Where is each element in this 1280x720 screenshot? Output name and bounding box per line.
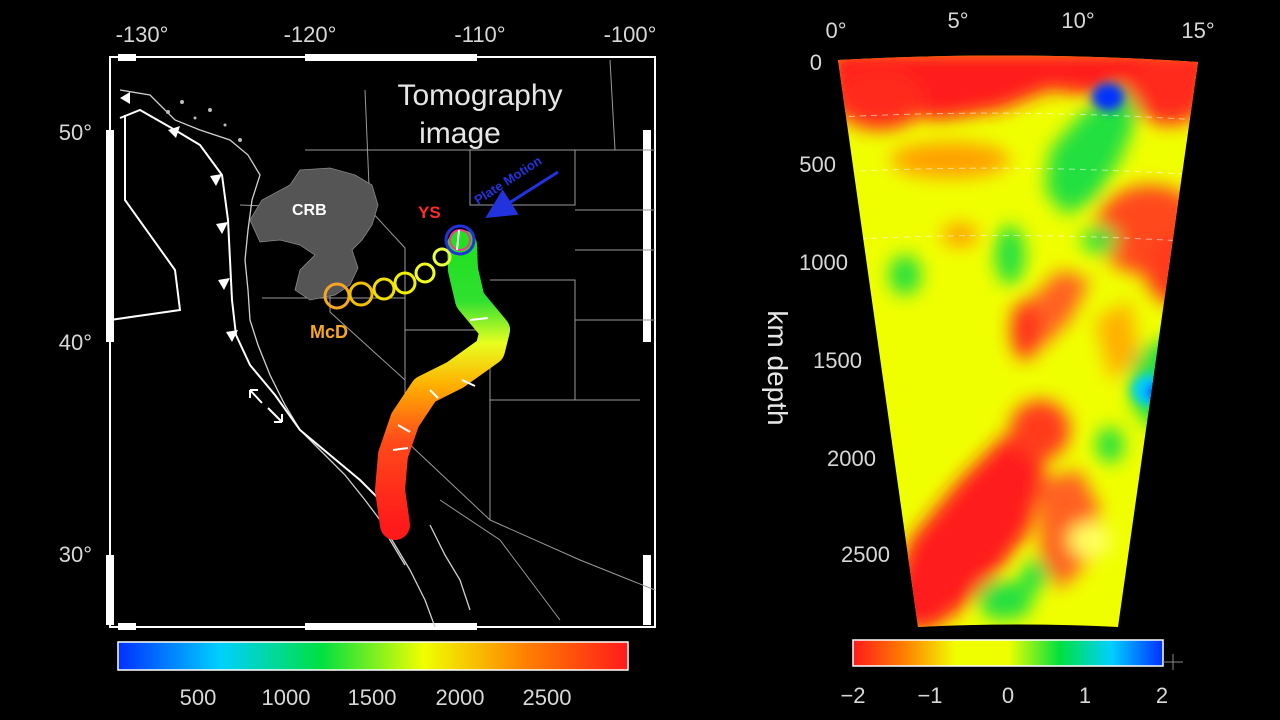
islands [166,100,242,142]
lon-tick-labels: -130° -120° -110° -100° [116,22,657,47]
section-colorbar-tick: −1 [917,683,942,708]
section-colorbar [852,639,1164,667]
lat-tick: 40° [59,330,92,355]
section-colorbar-tick: 0 [1002,683,1014,708]
lon-tick: -120° [284,22,337,47]
crb-region [249,167,379,301]
section-panel: 0° 5° 10° 15° 0 500 1000 1500 2000 2500 … [762,8,1215,708]
lat-tick-labels: 50° 40° 30° [59,120,92,567]
subduction-teeth [120,92,238,342]
map-colorbar-tick: 500 [180,685,217,710]
depth-tick: 2500 [841,542,890,567]
lat-tick: 30° [59,542,92,567]
mcd-chain [323,247,452,310]
map-panel: CRB McD [59,22,657,710]
angle-tick: 0° [825,18,846,43]
transform-fault-arrows [249,389,283,423]
map-colorbar-ticks: 500 1000 1500 2000 2500 [180,685,572,710]
section-colorbar-tick: −2 [840,683,865,708]
crb-label: CRB [292,202,327,219]
lon-tick: -130° [116,22,169,47]
map-frame [109,56,656,628]
section-colorbar-tick: 1 [1079,683,1091,708]
map-colorbar-tick: 2500 [523,685,572,710]
map-title-line2: image [419,117,501,150]
plate-boundary [110,108,386,506]
map-colorbar-tick: 1500 [348,685,397,710]
section-ylabel: km depth [762,310,793,425]
angle-tick: 10° [1061,8,1094,33]
depth-tick: 2000 [827,446,876,471]
depth-tick: 1500 [813,348,862,373]
mcd-label: McD [310,322,348,342]
depth-tick-labels: 0 500 1000 1500 2000 2500 [799,50,890,567]
section-colorbar-ticks: −2 −1 0 1 2 [840,683,1168,708]
angle-tick: 15° [1181,18,1214,43]
lon-tick: -110° [454,22,505,47]
lat-tick: 50° [59,120,92,145]
section-colorbar-tick: 2 [1156,683,1168,708]
angle-tick: 5° [947,8,968,33]
depth-tick: 500 [799,152,836,177]
track-ticks [392,317,489,451]
lon-tick: -100° [604,22,657,47]
hotspot-track [375,230,510,540]
map-colorbar-tick: 2000 [436,685,485,710]
depth-tick: 1000 [799,250,848,275]
map-colorbar [117,641,629,671]
section-dashed-lines [838,112,1198,243]
yellowstone-marker [444,224,476,256]
ys-label: YS [418,203,441,222]
map-title-line1: Tomography [397,79,562,112]
map-colorbar-tick: 1000 [262,685,311,710]
angle-tick-labels: 0° 5° 10° 15° [825,8,1214,43]
plate-motion-arrow [485,170,559,219]
depth-tick: 0 [810,50,822,75]
map-frame-ticks [106,54,651,630]
